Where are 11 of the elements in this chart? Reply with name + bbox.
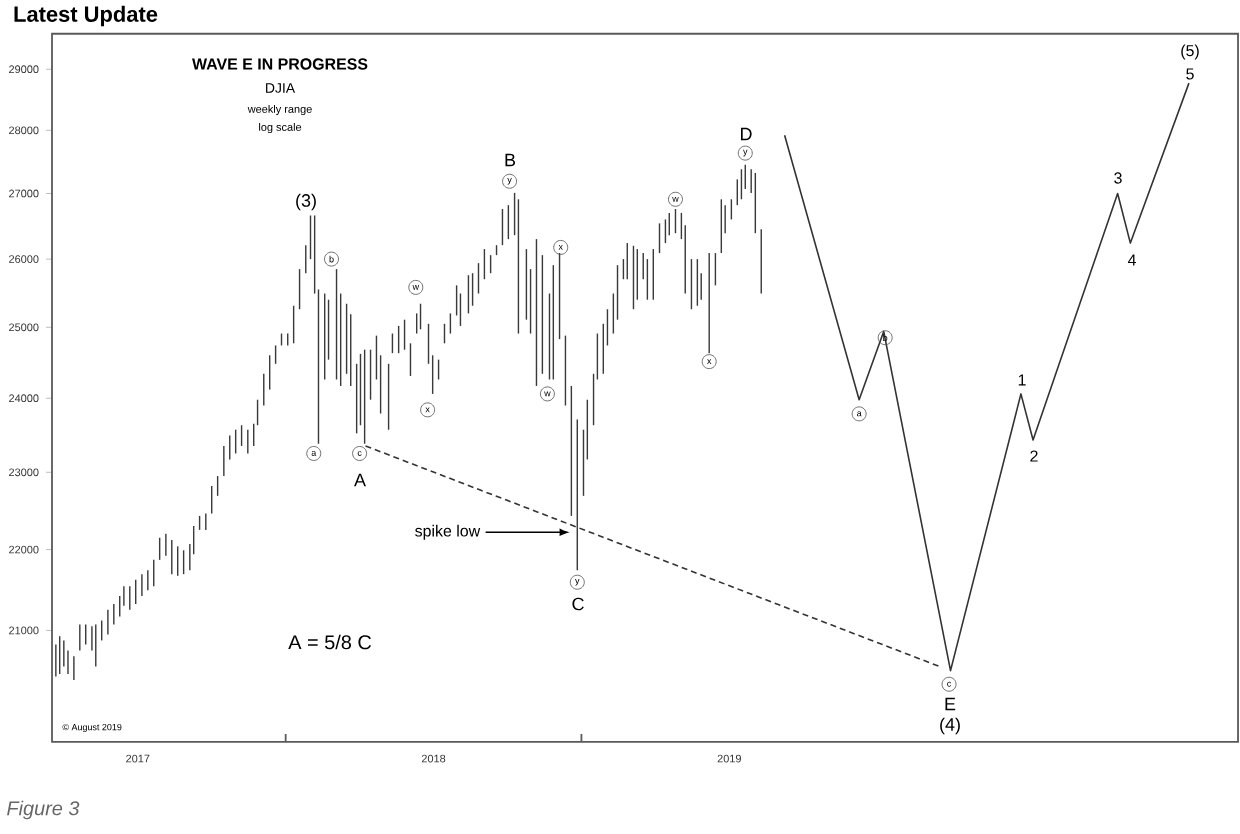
annotation: A	[354, 473, 366, 487]
annotation: A = 5/8 C	[288, 634, 372, 650]
annotation: D	[741, 127, 752, 141]
annotation: (3)	[296, 193, 316, 211]
annotation: E	[945, 697, 956, 711]
annotation: B	[505, 153, 516, 167]
line-series	[783, 82, 1190, 672]
chart-title: Latest Update	[14, 5, 158, 27]
annotation: C	[572, 597, 584, 611]
annotation: (4)	[940, 717, 960, 735]
caption: Figure 3	[7, 800, 80, 820]
